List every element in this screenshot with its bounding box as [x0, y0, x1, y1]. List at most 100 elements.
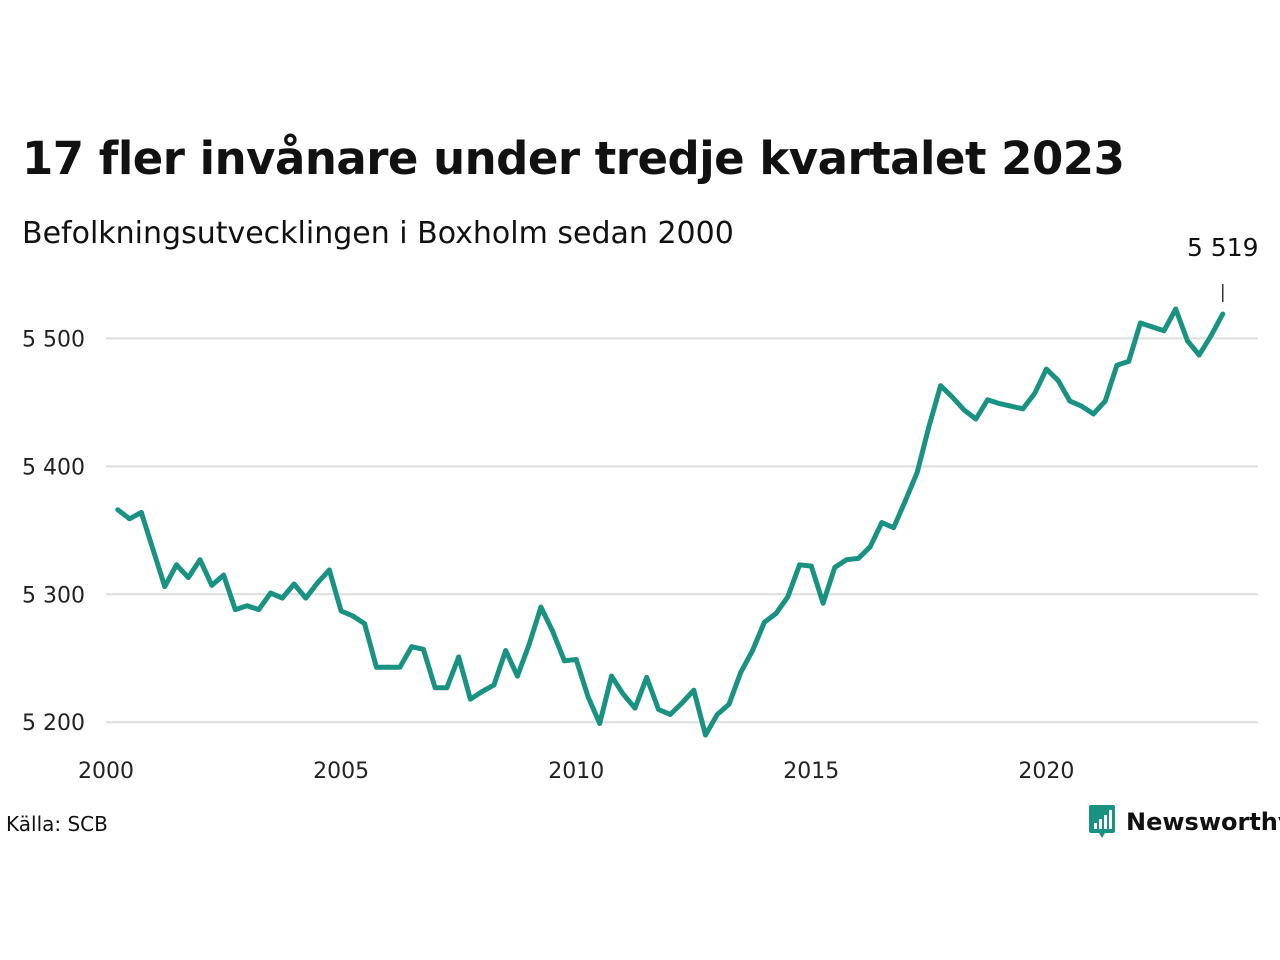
- data-point: [138, 509, 144, 515]
- data-point: [691, 687, 697, 693]
- brand-logo[interactable]: Newsworthy: [1088, 804, 1280, 840]
- chart-title: 17 fler invånare under tredje kvartalet …: [22, 132, 1125, 185]
- data-point: [1079, 403, 1085, 409]
- data-point: [1008, 403, 1014, 409]
- data-point: [926, 424, 932, 430]
- data-point: [785, 594, 791, 600]
- data-point: [738, 669, 744, 675]
- data-point: [468, 696, 473, 702]
- data-point: [832, 564, 838, 570]
- data-point: [279, 595, 285, 601]
- data-point: [1208, 333, 1214, 339]
- data-point: [585, 694, 591, 700]
- data-point: [714, 712, 720, 717]
- data-point: [573, 657, 579, 662]
- data-point: [362, 621, 368, 627]
- data-point: [632, 705, 638, 711]
- data-point: [338, 608, 344, 614]
- data-point: [891, 525, 896, 531]
- data-point: [1126, 359, 1132, 364]
- data-point: [761, 620, 767, 625]
- x-tick-label: 2005: [313, 759, 369, 784]
- brand-name: Newsworthy: [1126, 808, 1280, 836]
- data-point: [938, 383, 944, 389]
- data-point: [902, 498, 908, 504]
- data-point: [221, 572, 226, 578]
- data-point: [115, 507, 121, 513]
- data-point: [162, 584, 168, 589]
- data-point: [808, 563, 814, 569]
- data-point: [949, 394, 955, 400]
- data-point: [562, 658, 567, 664]
- data-point: [503, 648, 509, 653]
- newsworthy-logo-icon: [1089, 805, 1115, 838]
- chart-subtitle: Befolkningsutvecklingen i Boxholm sedan …: [22, 216, 734, 251]
- data-point: [597, 721, 603, 726]
- data-point: [1114, 362, 1120, 368]
- data-point: [456, 654, 462, 660]
- data-point: [397, 664, 403, 670]
- x-tick-label: 2010: [548, 759, 604, 784]
- data-point: [750, 648, 755, 653]
- data-point: [174, 562, 179, 568]
- data-point: [291, 581, 297, 587]
- data-point: [350, 613, 356, 619]
- data-point: [961, 407, 967, 413]
- data-point: [385, 664, 391, 670]
- last-value-label: 5 519: [1187, 233, 1259, 262]
- data-point: [620, 691, 626, 697]
- x-tick-label: 2015: [783, 759, 839, 784]
- data-point: [256, 607, 262, 613]
- data-point: [1091, 411, 1096, 417]
- series: [115, 306, 1226, 738]
- data-point: [996, 401, 1002, 407]
- data-point: [703, 732, 708, 738]
- data-point: [667, 712, 673, 717]
- data-point: [773, 611, 779, 616]
- data-point: [420, 646, 426, 652]
- data-point: [914, 470, 920, 476]
- data-point: [268, 590, 273, 596]
- data-point: [232, 607, 238, 613]
- data-point: [644, 675, 650, 680]
- y-tick-label: 5 300: [22, 583, 85, 608]
- data-point: [150, 547, 156, 552]
- data-point: [820, 600, 826, 606]
- data-point: [127, 516, 132, 522]
- annotations: 5 519: [1187, 233, 1259, 303]
- data-point: [303, 595, 309, 601]
- data-point: [844, 557, 849, 563]
- data-point: [867, 544, 873, 550]
- data-point: [197, 557, 203, 563]
- data-point: [444, 685, 450, 691]
- data-point: [1067, 398, 1073, 404]
- data-point: [609, 673, 614, 679]
- data-point: [538, 604, 544, 610]
- data-point: [679, 700, 685, 706]
- data-point: [209, 582, 215, 588]
- y-tick-label: 5 200: [22, 711, 85, 736]
- x-axis-ticks: 2000 2005 2010 2015 2020: [78, 759, 1074, 784]
- data-point: [526, 641, 532, 647]
- data-point: [185, 575, 191, 581]
- data-point: [409, 644, 415, 650]
- data-point: [1149, 324, 1155, 330]
- y-axis-ticks: 5 200 5 300 5 400 5 500: [22, 327, 85, 736]
- data-point: [879, 520, 885, 526]
- data-point: [1161, 328, 1167, 334]
- data-point: [479, 689, 485, 694]
- y-tick-label: 5 400: [22, 455, 85, 480]
- y-tick-label: 5 500: [22, 327, 85, 352]
- data-point: [726, 701, 732, 707]
- data-point: [1138, 320, 1143, 326]
- data-point: [1102, 398, 1108, 404]
- data-point: [1173, 306, 1179, 312]
- x-tick-label: 2000: [78, 759, 134, 784]
- data-point: [1032, 390, 1038, 396]
- data-point: [1185, 338, 1190, 344]
- data-point: [550, 628, 556, 634]
- data-point: [1055, 378, 1061, 384]
- data-point: [1020, 406, 1026, 412]
- x-tick-label: 2020: [1018, 759, 1074, 784]
- gridlines: [106, 337, 1258, 724]
